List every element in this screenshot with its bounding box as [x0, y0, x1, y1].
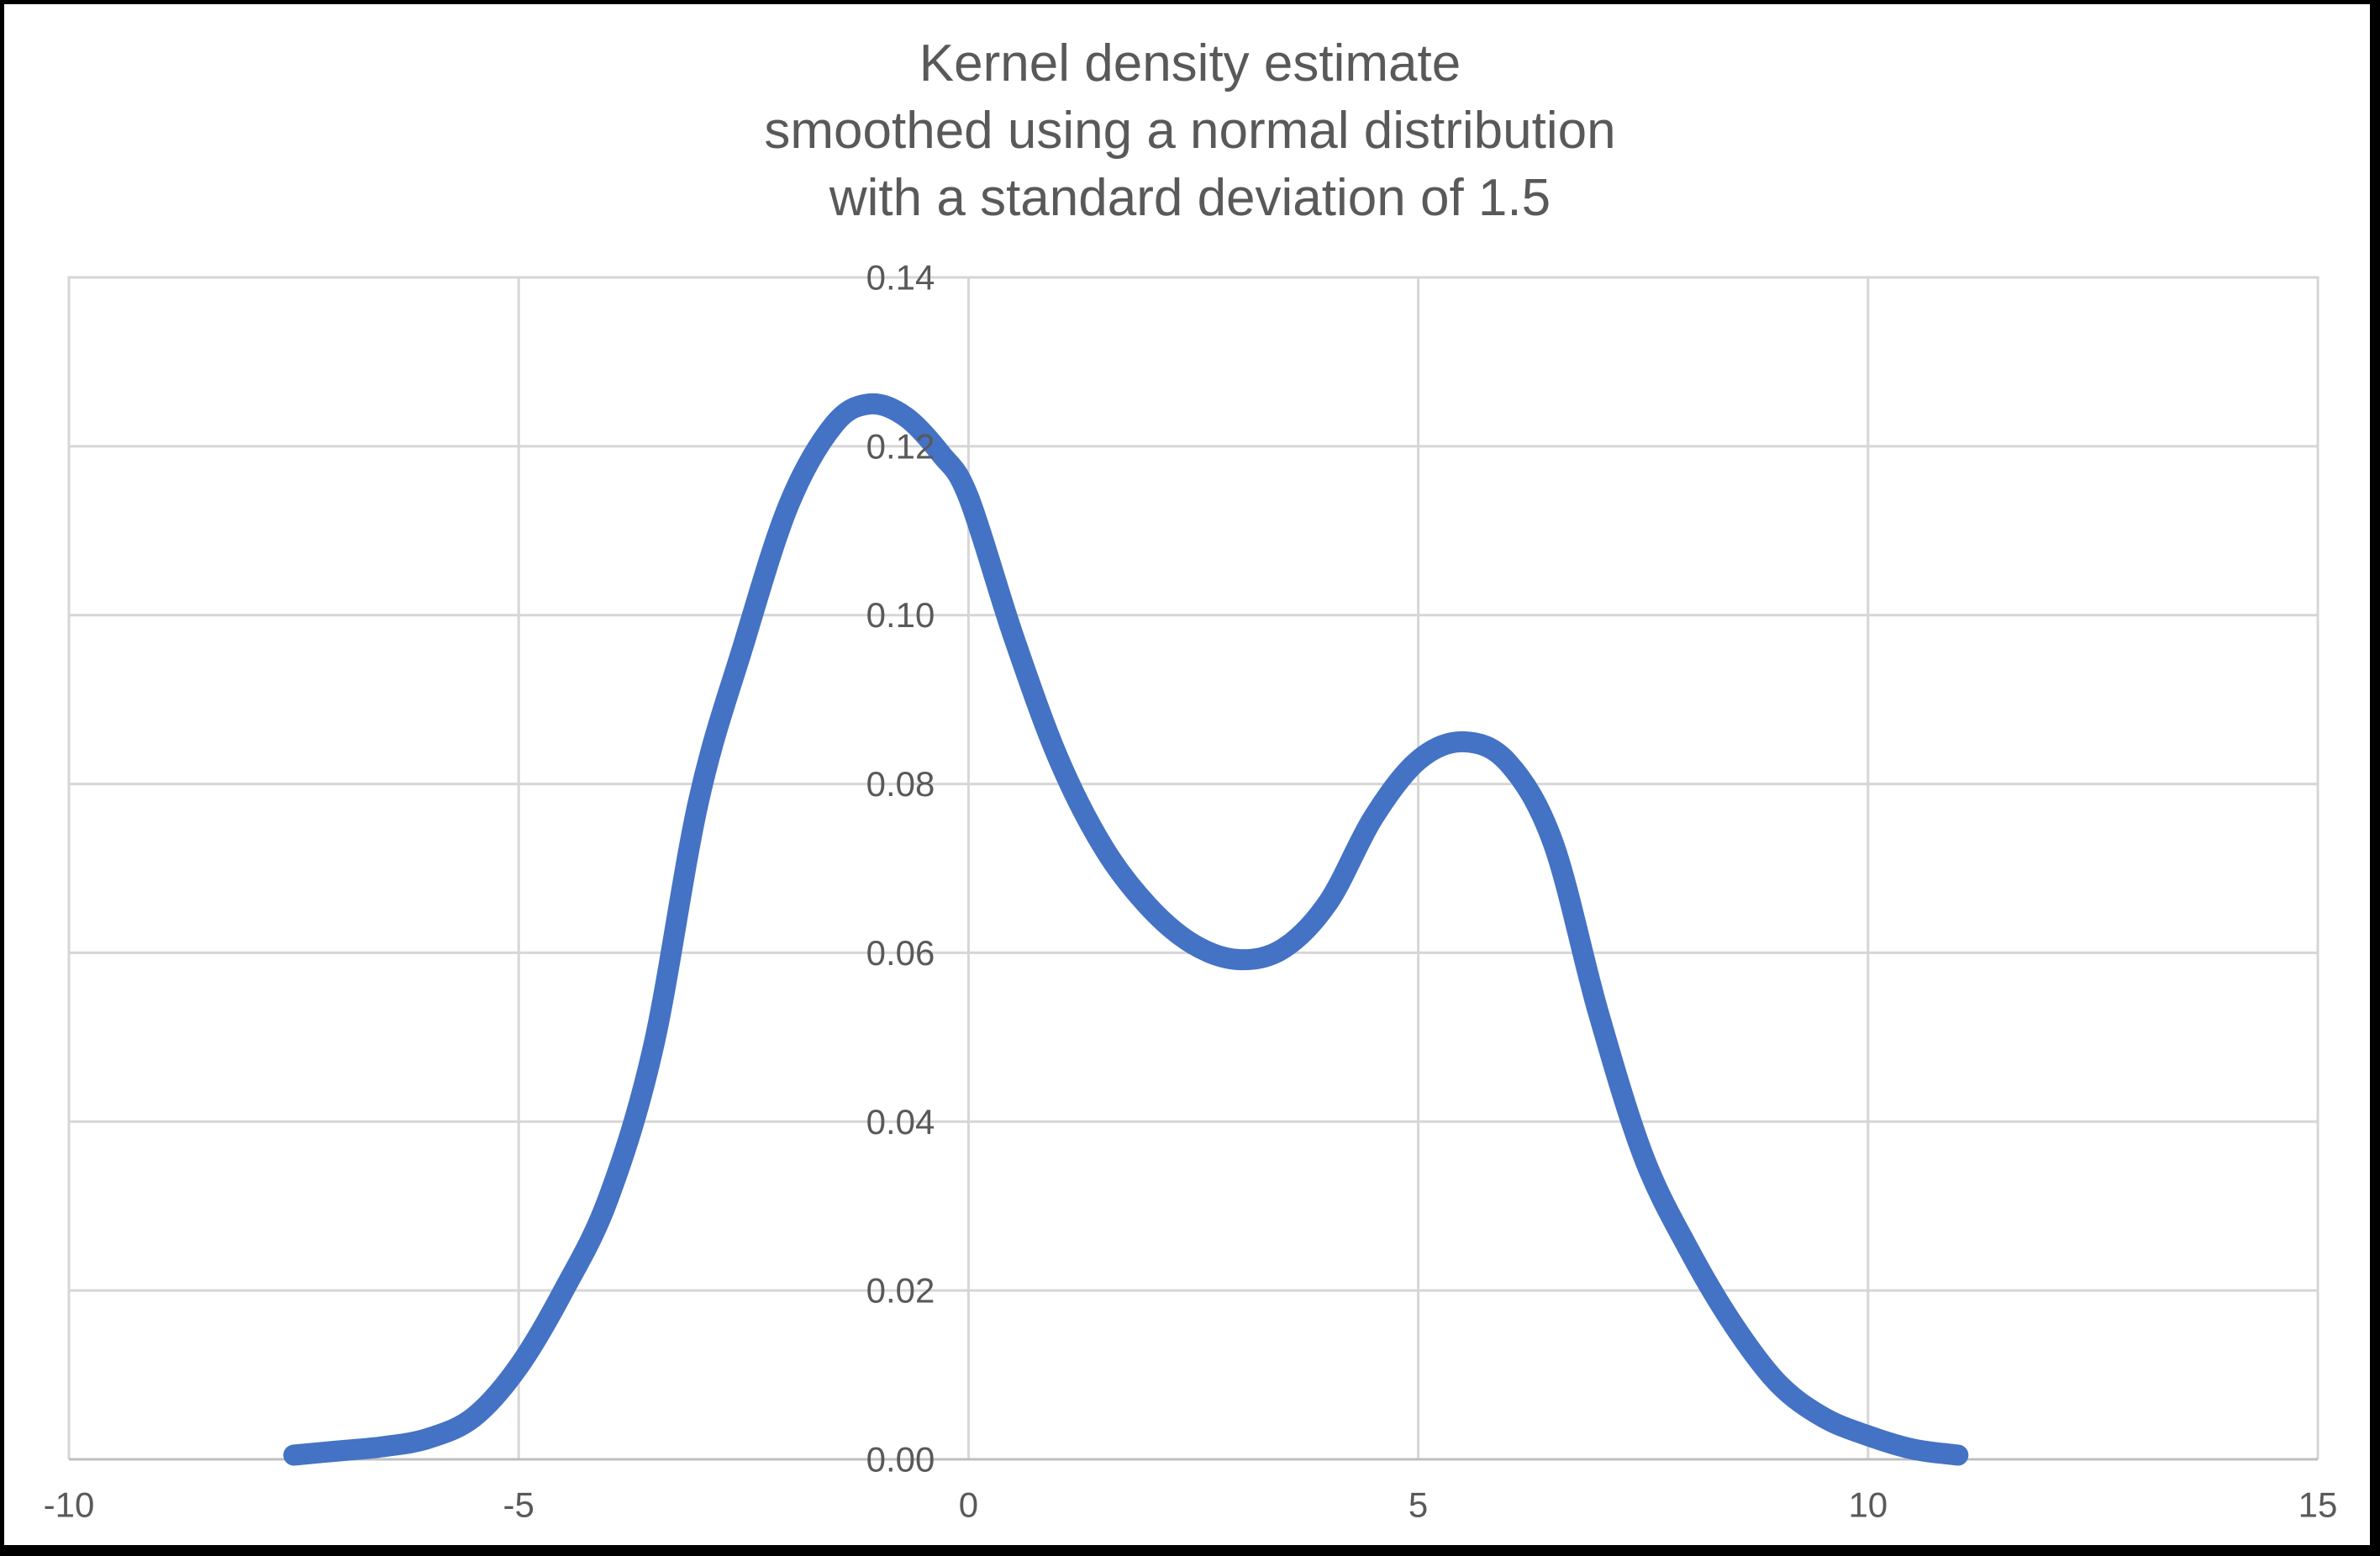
y-tick-label-0.00: 0.00 [866, 1440, 935, 1480]
x-tick-label--5: -5 [503, 1485, 534, 1525]
x-tick-label--10: -10 [44, 1485, 95, 1525]
chart-title-line-2: smoothed using a normal distribution [764, 102, 1616, 160]
kde-curve [283, 393, 1969, 1466]
chart-title: Kernel density estimate smoothed using a… [0, 30, 2380, 232]
y-tick-label-0.08: 0.08 [866, 764, 935, 804]
x-tick-label-5: 5 [1409, 1485, 1428, 1525]
plot-area-border [67, 276, 2319, 1459]
y-tick-label-0.14: 0.14 [866, 258, 935, 298]
y-tick-label-0.06: 0.06 [866, 933, 935, 973]
y-tick-label-0.12: 0.12 [866, 426, 935, 466]
x-tick-label-0: 0 [959, 1485, 978, 1525]
chart-title-line-3: with a standard deviation of 1.5 [829, 169, 1551, 227]
x-tick-label-15: 15 [2298, 1485, 2338, 1525]
x-tick-label-10: 10 [1848, 1485, 1888, 1525]
chart-title-line-1: Kernel density estimate [919, 34, 1461, 92]
y-tick-label-0.10: 0.10 [866, 595, 935, 635]
y-tick-label-0.02: 0.02 [866, 1271, 935, 1311]
y-tick-label-0.04: 0.04 [866, 1102, 935, 1142]
